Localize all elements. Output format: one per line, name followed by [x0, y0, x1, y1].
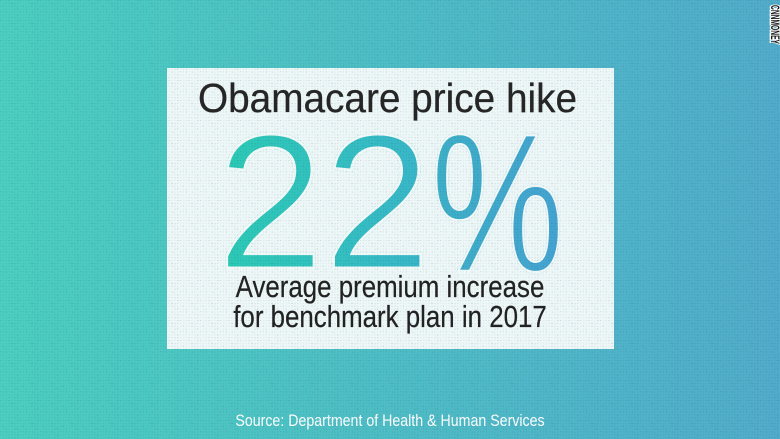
svg-text:CNNMONEY: CNNMONEY — [768, 5, 780, 44]
